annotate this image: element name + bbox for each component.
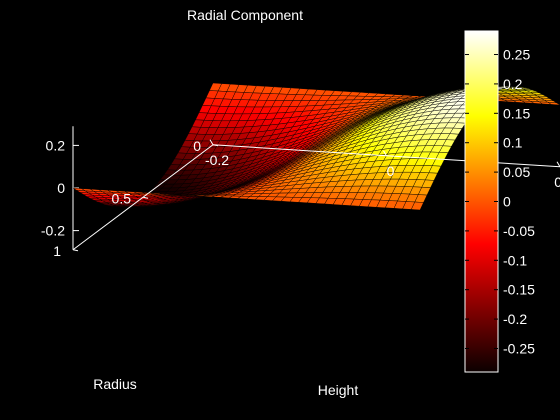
y-tick-label: 1 [53,243,61,259]
axis-front-layer: 00.51-0.200.2 [53,138,560,259]
x-tick-label: 0.2 [554,174,560,190]
y-axis-label: Radius [93,376,137,392]
colorbar-ticks: 0.25 0.2 0.15 0.1 0.05 0 -0.05 -0.1 -0.15 -0.2 -0.… [465,47,535,356]
colorbar-gradient [465,31,498,372]
colorbar-tick-label: -0.25 [503,340,535,356]
chart-title: Radial Component [187,7,303,23]
colorbar-tick-label: 0.05 [503,164,530,180]
colorbar-tick-label: -0.15 [503,282,535,298]
x-tick-label: 0 [387,163,395,179]
colorbar-tick-label: 0.1 [503,135,523,151]
colorbar: 0.25 0.2 0.15 0.1 0.05 0 -0.05 -0.1 -0.15 -0.2 -0.… [464,30,535,373]
y-tick-mark [212,144,219,147]
y-tick-label: 0.5 [112,190,132,206]
surface-patch [410,201,424,211]
colorbar-tick-label: 0 [503,194,511,210]
colorbar-tick-label: 0.25 [503,47,530,63]
y-tick-label: 0 [193,138,201,154]
colorbar-tick-label: -0.1 [503,252,527,268]
colorbar-tick-label: 0.15 [503,105,530,121]
colorbar-tick-label: 0.2 [503,76,523,92]
z-tick-label: 0 [57,180,65,196]
z-tick-label: 0.2 [46,137,66,153]
z-tick-label: -0.2 [41,223,65,239]
x-tick-mark [383,150,387,157]
colorbar-tick-label: -0.05 [503,223,535,239]
x-tick-label: -0.2 [205,152,229,168]
y-tick-mark [72,249,79,252]
y-tick-mark [142,196,149,199]
x-axis-label: Height [318,382,359,398]
x-tick-mark [209,139,214,146]
axes-layer: 0.2 0 -0.2 [41,126,79,250]
colorbar-tick-label: -0.2 [503,311,527,327]
